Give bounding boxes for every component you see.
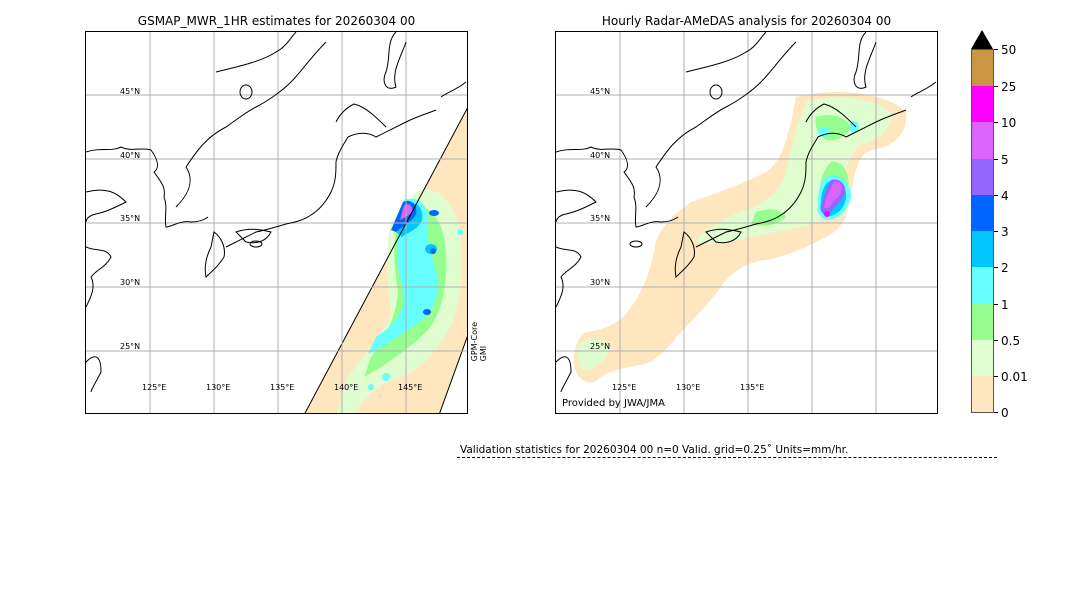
colorbar-tick <box>994 159 998 160</box>
lat-label-40: 40°N <box>120 151 141 160</box>
lon-label-125: 125°E <box>142 383 167 392</box>
colorbar-label-10: 10 <box>1001 116 1017 130</box>
colorbar-seg-7 <box>972 122 993 159</box>
colorbar-label-3: 3 <box>1001 225 1009 239</box>
colorbar-label-0.01: 0.01 <box>1001 370 1028 384</box>
colorbar-tick <box>994 49 998 50</box>
colorbar-label-0.5: 0.5 <box>1001 334 1021 348</box>
lat-label-45: 45°N <box>120 87 141 96</box>
colorbar-seg-2 <box>972 303 993 340</box>
data-credit: Provided by JWA/JMA <box>562 398 665 409</box>
colorbar-seg-3 <box>972 267 993 304</box>
lon-label-125: 125°E <box>612 383 637 392</box>
lat-label-35: 35°N <box>120 214 141 223</box>
left-panel-title: GSMAP_MWR_1HR estimates for 20260304 00 <box>137 14 416 28</box>
colorbar-seg-5 <box>972 194 993 231</box>
colorbar <box>971 49 994 413</box>
colorbar-seg-6 <box>972 158 993 195</box>
sensor-label-line2: GMI <box>479 345 488 362</box>
lat-label-25: 25°N <box>120 342 141 351</box>
colorbar-seg-9 <box>972 50 993 87</box>
colorbar-seg-0 <box>972 375 993 412</box>
colorbar-tick <box>994 231 998 232</box>
colorbar-seg-1 <box>972 339 993 376</box>
colorbar-tick <box>994 340 998 341</box>
lon-label-130: 130°E <box>676 383 701 392</box>
lon-label-140: 140°E <box>334 383 359 392</box>
colorbar-tick <box>994 195 998 196</box>
right-panel-title: Hourly Radar-AMeDAS analysis for 2026030… <box>601 14 892 28</box>
colorbar-tick <box>994 122 998 123</box>
validation-divider <box>457 457 997 458</box>
lat-label-45: 45°N <box>590 87 611 96</box>
lat-label-30: 30°N <box>590 278 611 287</box>
lat-label-40: 40°N <box>590 151 611 160</box>
lon-label-135: 135°E <box>270 383 295 392</box>
colorbar-tick <box>994 412 998 413</box>
colorbar-label-0: 0 <box>1001 406 1009 420</box>
colorbar-label-1: 1 <box>1001 298 1009 312</box>
colorbar-label-4: 4 <box>1001 189 1009 203</box>
radar-amedas-map-panel: 45°N 40°N 35°N 30°N 25°N 125°E 130°E 135… <box>555 31 938 414</box>
colorbar-extend-arrow <box>971 30 993 49</box>
sensor-label: GPM-Core GMI <box>470 322 488 361</box>
gsmap-precip-map <box>86 32 467 413</box>
colorbar-label-50: 50 <box>1001 43 1017 57</box>
lon-label-145: 145°E <box>398 383 423 392</box>
lon-label-130: 130°E <box>206 383 231 392</box>
gsmap-map-panel: 45°N 40°N 35°N 30°N 25°N 125°E 130°E 135… <box>85 31 468 414</box>
colorbar-tick <box>994 304 998 305</box>
colorbar-label-25: 25 <box>1001 80 1017 94</box>
colorbar-seg-8 <box>972 86 993 123</box>
radar-precip-map <box>556 32 937 413</box>
colorbar-seg-4 <box>972 231 993 268</box>
colorbar-tick <box>994 267 998 268</box>
lat-label-30: 30°N <box>120 278 141 287</box>
colorbar-label-2: 2 <box>1001 261 1009 275</box>
colorbar-tick <box>994 376 998 377</box>
validation-statistics: Validation statistics for 20260304 00 n=… <box>460 444 849 456</box>
colorbar-tick <box>994 86 998 87</box>
lat-label-35: 35°N <box>590 214 611 223</box>
lon-label-135: 135°E <box>740 383 765 392</box>
sensor-label-line1: GPM-Core <box>470 322 479 362</box>
colorbar-label-5: 5 <box>1001 153 1009 167</box>
lat-label-25: 25°N <box>590 342 611 351</box>
